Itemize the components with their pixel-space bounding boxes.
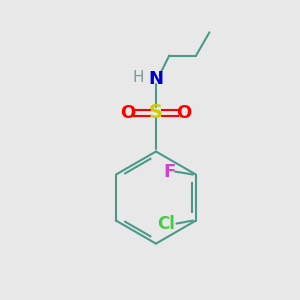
Text: Cl: Cl xyxy=(157,214,175,232)
Text: N: N xyxy=(148,70,164,88)
Text: O: O xyxy=(120,104,135,122)
Text: F: F xyxy=(163,163,175,181)
Text: S: S xyxy=(149,103,163,122)
Text: H: H xyxy=(132,70,144,85)
Text: O: O xyxy=(177,104,192,122)
